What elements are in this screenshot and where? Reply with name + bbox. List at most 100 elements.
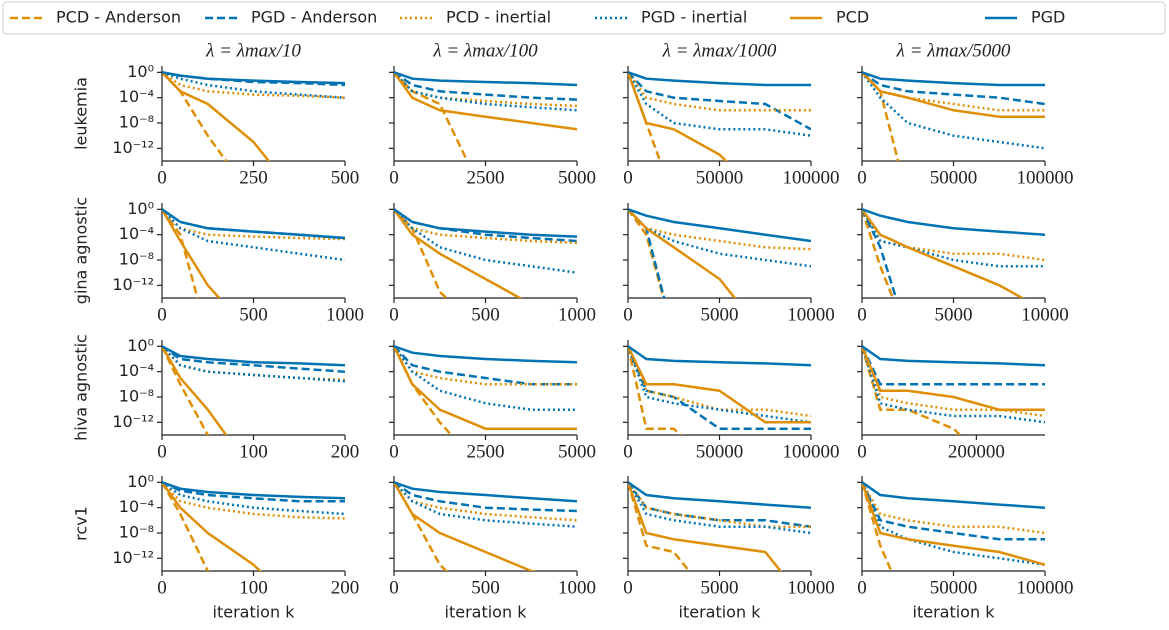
series-line — [162, 345, 345, 373]
x-tick-label: 0 — [623, 167, 633, 188]
series-line — [162, 481, 345, 500]
y-tick-label: 10⁻⁴ — [119, 224, 154, 243]
x-tick-label: 500 — [331, 167, 360, 188]
series-line — [862, 345, 1045, 386]
row-label: rcv1 — [72, 506, 91, 541]
x-axis-label: iteration k — [913, 603, 996, 622]
series-line — [162, 71, 345, 85]
series-line — [394, 71, 577, 87]
x-tick-label: 500 — [239, 304, 268, 325]
series-line — [394, 71, 469, 161]
series-line — [628, 481, 691, 571]
x-tick-label: 0 — [623, 441, 633, 462]
panel-title: λ = λmax/100 — [432, 40, 538, 61]
series-line — [162, 208, 221, 298]
x-tick-label: 0 — [389, 441, 399, 462]
y-tick-label: 10⁰ — [127, 62, 154, 81]
y-tick-label: 10⁻⁸ — [119, 387, 154, 406]
series-line — [862, 481, 1045, 535]
series-line — [862, 345, 1045, 411]
series-line — [862, 71, 1045, 150]
panel-title: λ = λmax/5000 — [896, 40, 1011, 61]
series-line — [394, 208, 577, 274]
y-tick-label: 10⁰ — [127, 472, 154, 491]
plot-area — [862, 345, 1045, 435]
x-tick-label: 0 — [157, 577, 167, 598]
y-tick-label: 10⁻¹² — [112, 412, 154, 431]
legend-label: PCD - Anderson — [56, 8, 181, 27]
series-line — [162, 345, 228, 435]
x-tick-label: 0 — [857, 167, 867, 188]
series-line — [394, 481, 536, 571]
x-axis-label: iteration k — [213, 603, 296, 622]
series-line — [162, 208, 199, 298]
plot-area — [628, 345, 811, 435]
plot-area — [162, 345, 345, 435]
row-label: gina agnostic — [72, 197, 91, 304]
x-tick-label: 10000 — [1021, 304, 1069, 325]
x-tick-label: 250 — [239, 167, 268, 188]
y-tick-label: 10⁻¹² — [112, 275, 154, 294]
plot-area — [628, 481, 811, 571]
series-line — [162, 481, 345, 503]
series-line — [394, 481, 577, 528]
x-tick-label: 5000 — [558, 167, 596, 188]
y-tick-label: 10⁰ — [127, 199, 154, 218]
legend-box — [2, 1, 1166, 35]
x-tick-label: 2500 — [467, 441, 505, 462]
series-line — [862, 71, 1045, 106]
x-tick-label: 200 — [331, 577, 360, 598]
x-tick-label: 5000 — [701, 577, 739, 598]
series-line — [862, 71, 1045, 118]
row-label: hiva agnostic — [72, 334, 91, 441]
series-line — [394, 71, 577, 101]
plot-area — [862, 481, 1045, 571]
x-tick-label: 0 — [857, 577, 867, 598]
series-line — [628, 71, 811, 87]
x-tick-label: 50000 — [696, 167, 744, 188]
plot-area — [162, 208, 345, 298]
series-line — [862, 481, 893, 571]
plot-area — [394, 208, 577, 298]
legend-label: PCD - inertial — [446, 8, 551, 27]
series-line — [162, 208, 345, 262]
series-line — [162, 481, 345, 520]
series-line — [628, 71, 811, 131]
series-line — [162, 481, 210, 571]
series-line — [862, 208, 895, 298]
x-tick-label: 500 — [471, 577, 500, 598]
series-line — [862, 481, 1045, 509]
x-tick-label: 100000 — [783, 441, 840, 462]
legend-label: PCD — [836, 8, 869, 27]
plot-area — [394, 345, 577, 435]
series-line — [394, 481, 577, 503]
series-line — [628, 481, 811, 509]
series-line — [862, 481, 1045, 566]
plot-area — [628, 208, 811, 298]
plot-area — [862, 208, 1045, 298]
series-line — [628, 71, 811, 112]
x-tick-label: 2500 — [467, 167, 505, 188]
series-line — [862, 345, 1045, 424]
x-tick-label: 0 — [389, 167, 399, 188]
panel-title: λ = λmax/10 — [205, 40, 301, 61]
y-tick-label: 10⁻¹² — [112, 548, 154, 567]
x-tick-label: 5000 — [701, 304, 739, 325]
series-line — [862, 345, 1045, 367]
series-line — [162, 345, 345, 367]
series-line — [628, 208, 811, 243]
y-tick-label: 10⁻⁴ — [119, 87, 154, 106]
x-tick-label: 50000 — [930, 577, 978, 598]
series-line — [628, 345, 811, 418]
series-line — [394, 345, 577, 411]
x-tick-label: 50000 — [930, 167, 978, 188]
series-line — [628, 481, 811, 535]
plot-area — [394, 71, 577, 161]
series-line — [162, 481, 345, 516]
series-line — [862, 481, 1045, 541]
plot-area — [162, 481, 345, 571]
series-line — [862, 481, 1045, 566]
series-line — [394, 345, 577, 364]
x-tick-label: 0 — [389, 577, 399, 598]
x-tick-label: 0 — [857, 441, 867, 462]
